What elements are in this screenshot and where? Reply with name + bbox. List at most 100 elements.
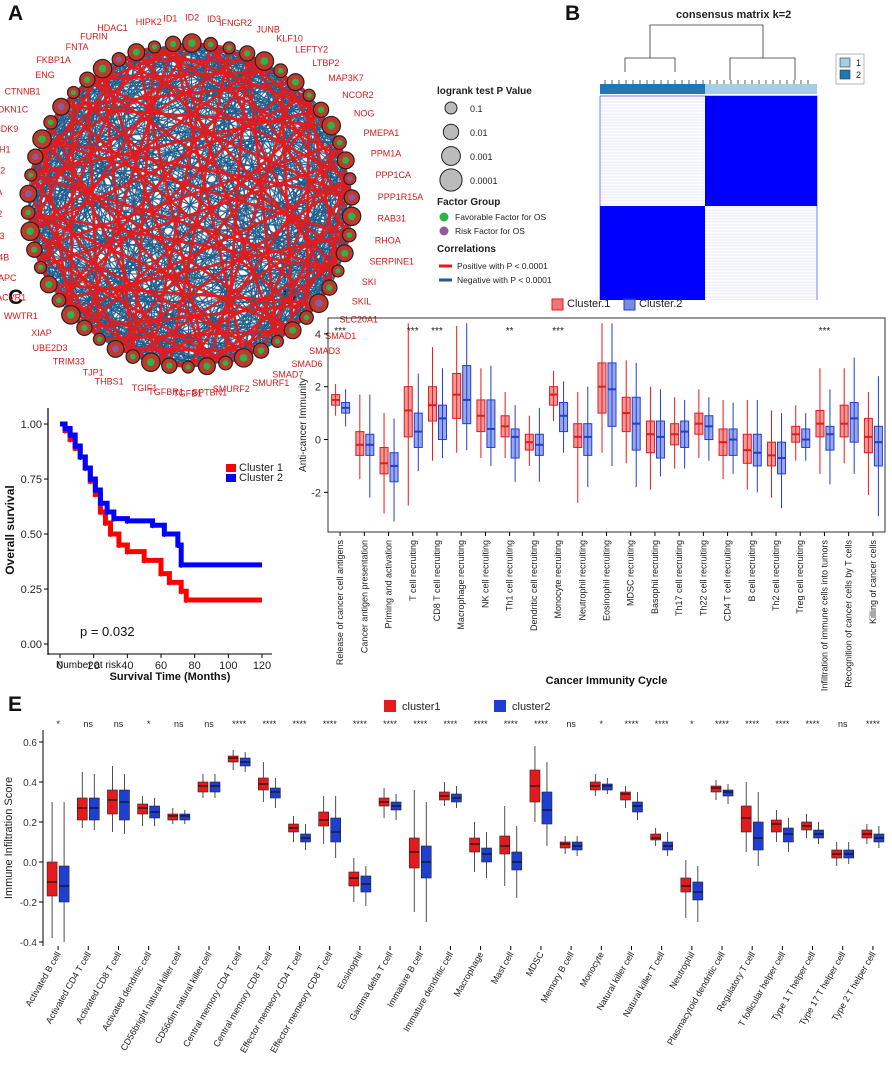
d-category-label: Killing of cancer cells <box>868 540 878 625</box>
gene-label: PPP1R15A <box>378 192 424 202</box>
d-category-label: Release of cancer cell antigens <box>335 540 345 666</box>
e-box-cluster1 <box>167 808 179 824</box>
d-y-tick-label: 0 <box>315 435 321 447</box>
e-box-body <box>752 821 764 851</box>
gene-node: BMPR1A <box>0 184 38 203</box>
d-box-body <box>728 428 738 456</box>
gene-node: RAB31 <box>341 206 406 227</box>
gene-node: LTBP2 <box>286 58 339 92</box>
gene-label: SLC20A1 <box>339 315 378 325</box>
d-category-label: B cell recruiting <box>747 540 757 602</box>
d-category-label: T cell recruiting <box>408 540 418 601</box>
d-box-body <box>486 399 496 448</box>
e-significance: **** <box>413 719 428 729</box>
gene-node: ARID4B <box>0 241 43 262</box>
d-legend-swatch <box>551 298 564 311</box>
gene-label: TGIF1 <box>132 383 158 393</box>
pvalue-legend-circle <box>442 123 460 141</box>
corr-legend-label: Positive with P < 0.0001 <box>457 261 548 271</box>
d-box-cluster1 <box>791 405 801 461</box>
d-box-body <box>559 402 569 433</box>
e-ylabel: Immune Infiltration Score <box>3 777 15 899</box>
km-legend-swatch <box>226 474 236 482</box>
d-category-label: Cancer antigen presentation <box>359 540 369 653</box>
gene-label: TGFBR1 <box>148 387 184 397</box>
factor-legend-label: Favorable Factor for OS <box>455 212 547 222</box>
gene-node-core <box>289 326 297 334</box>
c-x-tick-label: 0 <box>57 660 63 672</box>
gene-label: FKBP1A <box>36 55 71 65</box>
d-box-cluster2 <box>728 402 738 474</box>
gene-node: SKI <box>331 264 376 287</box>
gene-node: SMAD3 <box>283 321 340 356</box>
gene-node-core <box>116 56 122 63</box>
gene-node-core <box>222 360 229 366</box>
e-box-cluster1 <box>439 782 450 806</box>
e-box-cluster2 <box>149 798 160 826</box>
factor-legend-label: Risk Factor for OS <box>455 226 525 236</box>
e-box-cluster2 <box>632 792 643 820</box>
gene-label: CDH1 <box>0 144 11 154</box>
factor-legend-title: Factor Group <box>437 197 500 208</box>
e-box-cluster1 <box>258 762 269 802</box>
gene-node-core <box>151 44 157 50</box>
d-box-cluster2 <box>413 373 423 472</box>
gene-label: CDKN1C <box>0 105 29 115</box>
e-box-body <box>499 835 511 855</box>
e-box-cluster1 <box>318 796 329 844</box>
d-box-body <box>462 365 472 425</box>
gene-label: TGFB1 <box>173 388 202 398</box>
d-box-body <box>379 446 389 475</box>
d-category-label: Th22 cell recruiting <box>698 540 708 616</box>
e-significance: **** <box>534 719 549 729</box>
d-box-body <box>825 425 835 451</box>
gene-label: SMAD6 <box>291 359 322 369</box>
positive-edge <box>206 252 346 368</box>
d-category-label: Monocyte recruiting <box>553 540 563 619</box>
d-box-cluster2 <box>777 413 787 509</box>
gene-node-core <box>207 41 214 48</box>
c-x-tick-label: 120 <box>253 660 271 672</box>
pvalue-legend-circle <box>441 146 461 166</box>
gene-node: LEFTY2 <box>273 45 328 79</box>
e-box-cluster1 <box>227 750 239 770</box>
gene-node: XIAP <box>31 304 81 338</box>
e-box-body <box>632 801 643 813</box>
d-category-label: Treg cell recruiting <box>795 540 805 614</box>
e-box-cluster2 <box>752 792 764 866</box>
panel-b-consensus-matrix: consensus matrix k=2 1 2 <box>599 9 865 300</box>
gene-node-core <box>342 156 350 164</box>
positive-edge <box>39 42 194 269</box>
positive-edge <box>69 92 75 315</box>
gene-node-core <box>203 362 211 370</box>
gene-label: TJP1 <box>83 368 104 378</box>
e-box-body <box>740 805 752 833</box>
corr-legend-title: Correlations <box>437 244 496 255</box>
positive-edge <box>34 42 174 158</box>
gene-node: TGIF1 <box>132 352 161 393</box>
pvalue-legend-label: 0.001 <box>470 152 493 162</box>
d-box-cluster1 <box>355 394 365 480</box>
e-box-body <box>408 837 420 869</box>
d-box-cluster1 <box>452 325 462 453</box>
e-significance: * <box>56 719 60 729</box>
gene-node: THBS1 <box>95 349 141 386</box>
positive-edge <box>307 94 340 272</box>
e-y-tick-label: -0.2 <box>20 898 38 909</box>
d-box-cluster2 <box>704 397 714 461</box>
e-box-body <box>107 789 118 815</box>
gene-node-core <box>274 338 280 344</box>
d-box-cluster1 <box>500 391 510 459</box>
gene-label: ID1 <box>163 14 177 24</box>
d-box-cluster1 <box>573 391 583 503</box>
gene-label: FNTA <box>66 42 89 52</box>
positive-edge <box>149 44 213 363</box>
e-box-cluster2 <box>692 866 704 922</box>
d-box-cluster1 <box>839 368 849 464</box>
e-box-cluster1 <box>137 796 148 826</box>
gene-node: TGFB1 <box>173 360 202 398</box>
e-significance: **** <box>655 719 670 729</box>
negative-edge <box>246 53 294 331</box>
gene-node: MAP3K7 <box>302 73 364 102</box>
panel-d-immunity-cycle: -2 0 2 4 Anti-cancer Immunity *** Release of c… <box>298 298 886 691</box>
